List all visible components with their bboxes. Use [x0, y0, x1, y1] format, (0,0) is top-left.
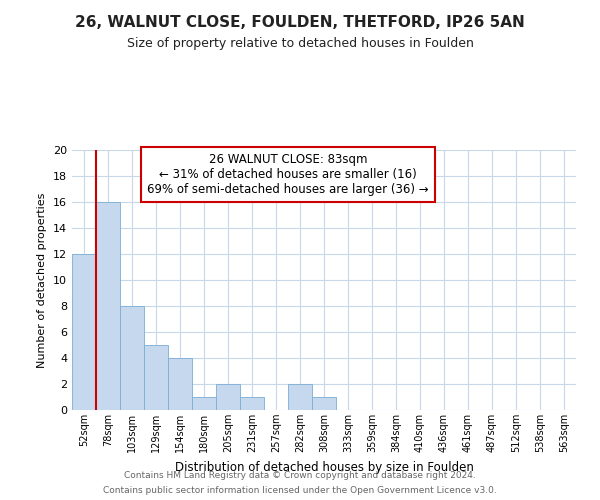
Bar [312, 397, 336, 410]
X-axis label: Distribution of detached houses by size in Foulden: Distribution of detached houses by size … [175, 460, 473, 473]
Bar [72, 254, 96, 410]
Bar [192, 397, 216, 410]
Y-axis label: Number of detached properties: Number of detached properties [37, 192, 47, 368]
Bar [288, 384, 312, 410]
Bar [96, 202, 120, 410]
Text: Contains HM Land Registry data © Crown copyright and database right 2024.: Contains HM Land Registry data © Crown c… [124, 471, 476, 480]
Text: Size of property relative to detached houses in Foulden: Size of property relative to detached ho… [127, 38, 473, 51]
Bar [144, 345, 168, 410]
Text: 26 WALNUT CLOSE: 83sqm
← 31% of detached houses are smaller (16)
69% of semi-det: 26 WALNUT CLOSE: 83sqm ← 31% of detached… [147, 152, 429, 196]
Bar [216, 384, 240, 410]
Bar [120, 306, 144, 410]
Bar [168, 358, 192, 410]
Bar [240, 397, 264, 410]
Text: Contains public sector information licensed under the Open Government Licence v3: Contains public sector information licen… [103, 486, 497, 495]
Text: 26, WALNUT CLOSE, FOULDEN, THETFORD, IP26 5AN: 26, WALNUT CLOSE, FOULDEN, THETFORD, IP2… [75, 15, 525, 30]
